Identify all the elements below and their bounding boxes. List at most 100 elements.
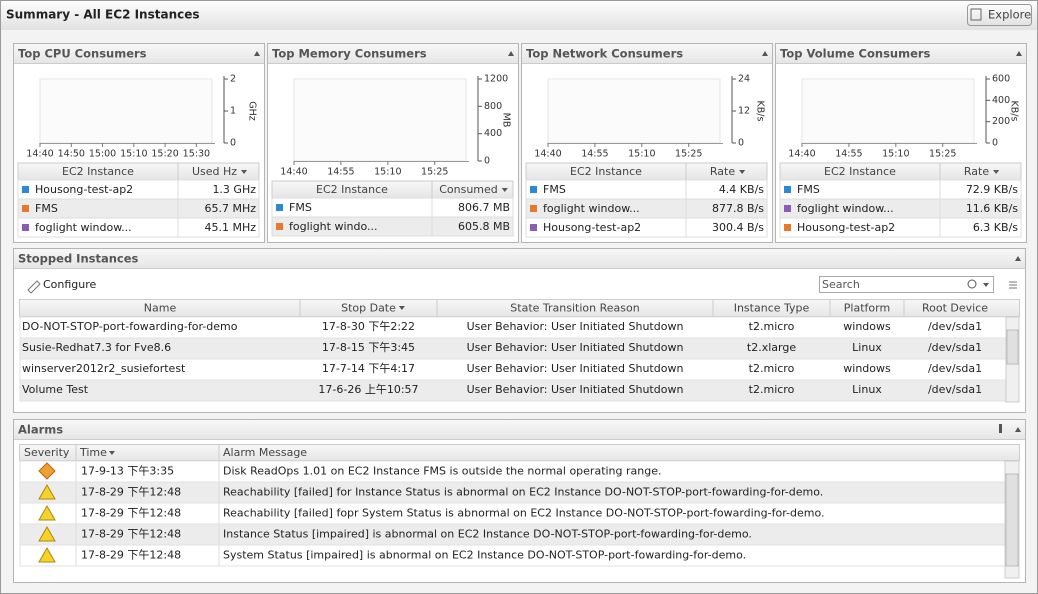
severity-warning-icon [38,525,56,542]
page-title: Summary - All EC2 Instances [6,8,200,22]
reading: 4.4 KB/s [719,183,764,196]
panel-title-bar [14,44,264,63]
cell: DO-NOT-STOP-port-fowarding-for-demo [22,320,238,333]
x-tick-label: 14:40 [534,149,561,160]
reading: 11.6 KB/s [966,202,1018,215]
x-tick-label: 14:40 [788,149,815,160]
alarm-time: 17-8-29 下午12:48 [81,549,181,562]
y-tick-label: 200 [992,116,1010,127]
x-tick-label: 14:55 [835,149,862,160]
cell: /dev/sda1 [928,320,982,333]
table-row[interactable] [271,216,514,237]
y-tick-label: 1 [230,106,236,117]
cell: 17-8-30 下午2:22 [322,320,415,333]
explore-icon [970,8,982,21]
y-tick-label: 0 [484,156,490,167]
x-tick-label: 14:50 [58,149,85,160]
x-tick-label: 15:30 [183,149,210,160]
legend-swatch [22,186,29,193]
legend-swatch [530,205,537,212]
panel-title-bar [522,44,772,63]
column-header: Used Hz [192,165,237,178]
configure-icon [27,280,41,294]
reading: 1.3 GHz [212,183,256,196]
cell: /dev/sda1 [928,383,982,396]
column-header[interactable]: Name [144,302,177,315]
search-box[interactable] [819,276,994,293]
panel-title: Top Volume Consumers [780,47,931,61]
severity-warning-icon [38,546,56,563]
column-header[interactable]: Platform [844,302,890,315]
column-header: Rate [964,165,989,178]
x-tick-label: 15:25 [929,149,956,160]
collapse-button[interactable] [1016,51,1022,56]
explore-button[interactable] [967,4,1032,26]
y-tick-label: 1200 [484,74,508,85]
column-header[interactable]: Instance Type [734,302,810,315]
cell: User Behavior: User Initiated Shutdown [467,320,684,333]
search-dropdown [983,283,989,287]
sort-arrow [108,451,115,455]
legend-swatch [276,223,283,230]
cell: t2.micro [749,320,795,333]
y-tick-label: 12 [738,106,750,117]
configure-button[interactable]: Configure [43,278,97,291]
menu-icon[interactable] [1009,281,1017,289]
panel-title: Alarms [18,423,63,437]
column-header[interactable]: Stop Date [341,302,396,315]
search-icon [967,279,977,289]
x-tick-label: 14:55 [327,167,354,178]
plot-area [293,78,467,162]
legend-swatch [276,204,283,211]
scrollbar-thumb[interactable] [1005,473,1019,567]
instance-name: FMS [543,183,566,196]
cell: 17-6-26 上午10:57 [318,383,418,396]
alarm-time: 17-8-29 下午12:48 [81,507,181,520]
x-tick-label: 14:55 [581,149,608,160]
instance-name: foglight windo... [289,220,378,233]
column-header[interactable]: Root Device [922,302,988,315]
panel-title: Top Memory Consumers [272,47,427,61]
reading: 6.3 KB/s [973,221,1018,234]
cell: windows [843,320,891,333]
cell: t2.micro [749,362,795,375]
collapse-button[interactable] [1015,427,1021,432]
y-tick-label: 2 [230,74,236,85]
header-bar [1,1,1037,30]
table-row[interactable] [779,217,1022,238]
x-tick-label: 14:40 [26,149,53,160]
collapse-button[interactable] [1015,256,1021,261]
column-header[interactable]: Severity [24,446,70,459]
column-header[interactable]: Time [79,446,107,459]
column-header[interactable]: State Transition Reason [510,302,639,315]
table-row[interactable] [525,217,768,238]
alarm-message: Instance Status [impaired] is abnormal o… [223,528,752,541]
x-tick-label: 15:10 [120,149,147,160]
collapse-button[interactable] [508,51,514,56]
instance-name: foglight window... [797,202,894,215]
instance-name: FMS [797,183,820,196]
cell: Volume Test [22,383,89,396]
alarm-time: 17-9-13 下午3:35 [81,465,174,478]
scrollbar-thumb[interactable] [1006,329,1019,365]
explore-label[interactable]: Explore [988,8,1031,22]
y-axis-label: GHz [247,101,258,121]
info-button[interactable] [999,424,1002,433]
table-row[interactable] [17,217,260,238]
cell: t2.micro [749,383,795,396]
search-placeholder: Search [822,278,860,291]
collapse-button[interactable] [762,51,768,56]
alarm-time: 17-8-29 下午12:48 [81,486,181,499]
panel-title-bar [14,249,1025,268]
column-header[interactable]: Alarm Message [223,446,307,459]
collapse-button[interactable] [254,51,260,56]
y-tick-label: 24 [738,74,750,85]
x-tick-label: 15:10 [882,149,909,160]
cell: t2.xlarge [747,341,796,354]
plot-area [547,78,721,144]
cell: 17-8-15 下午3:45 [322,341,415,354]
severity-warning-icon [38,483,56,500]
cell: winserver2012r2_susiefortest [22,362,186,375]
alarm-message: Disk ReadOps 1.01 on EC2 Instance FMS is… [223,465,662,478]
